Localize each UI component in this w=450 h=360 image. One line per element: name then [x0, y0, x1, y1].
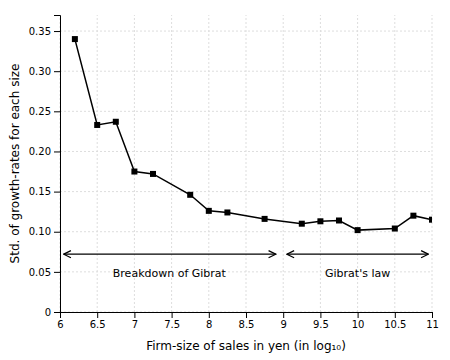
tick: 0.20 [29, 146, 60, 157]
tick-mark [320, 312, 321, 318]
tick-mark [432, 312, 433, 318]
grid-line-x [283, 15, 284, 312]
grid [60, 15, 432, 312]
tick-label: 6.5 [90, 319, 106, 330]
tick: 0.15 [29, 186, 60, 197]
tick: 9 [281, 312, 287, 330]
tick: 7 [132, 312, 138, 330]
line [75, 39, 432, 230]
tick-mark [246, 312, 247, 318]
tick-label: 11 [426, 319, 439, 330]
tick-label: 6 [57, 319, 63, 330]
tick-mark [54, 31, 60, 32]
tick-mark [54, 71, 60, 72]
point [94, 122, 100, 128]
chart: 6 6.5 7 7.5 8 8.5 9 9.5 10 10.5 11 0 0.05 0.10 0.15 0.2… [0, 0, 450, 360]
tick: 0.30 [29, 66, 60, 77]
point [299, 221, 305, 227]
point [224, 209, 230, 215]
point [429, 217, 432, 223]
tick: 10 [352, 312, 365, 330]
tick-mark [54, 111, 60, 112]
tick-label: 10.5 [384, 319, 406, 330]
annotation-arrow [287, 254, 428, 255]
plot-area [72, 36, 432, 233]
grid-line-y [60, 31, 432, 32]
tick: 6.5 [90, 312, 106, 330]
tick-label: 9 [281, 319, 287, 330]
tick-label: 0.25 [29, 106, 51, 117]
tick: 9.5 [313, 312, 329, 330]
tick: 10.5 [384, 312, 406, 330]
tick-mark [54, 151, 60, 152]
tick-mark [395, 312, 396, 318]
point [150, 171, 156, 177]
tick-label: 0.35 [29, 26, 51, 37]
tick-mark [134, 312, 135, 318]
point [262, 216, 268, 222]
tick-label: 0.30 [29, 66, 51, 77]
tick-mark [283, 312, 284, 318]
point [72, 36, 78, 42]
point [355, 227, 361, 233]
x-axis-title: Firm-size of sales in yen (in log₁₀) [146, 339, 346, 353]
axis-line [61, 313, 433, 319]
tick-label: 0.20 [29, 146, 51, 157]
annotation-label: Breakdown of Gibrat [113, 267, 227, 280]
point [317, 218, 323, 224]
tick-mark [97, 312, 98, 318]
grid-line-y [60, 151, 432, 152]
tick-mark [54, 232, 60, 233]
tick-mark [54, 312, 60, 313]
grid-line-x [432, 15, 433, 312]
tick: 7.5 [164, 312, 180, 330]
tick-label: 0.10 [29, 226, 51, 237]
grid-line-y [60, 71, 432, 72]
point [392, 226, 398, 232]
point [206, 208, 212, 214]
tick-label: 8 [206, 319, 212, 330]
annotations: Breakdown of Gibrat Gibrat's law [64, 254, 429, 280]
point [187, 192, 193, 198]
annotation-label: Gibrat's law [325, 267, 390, 280]
tick: 0.10 [29, 226, 60, 237]
point [336, 217, 342, 223]
tick: 0 [45, 307, 60, 318]
tick-label: 0 [45, 307, 51, 318]
tick-mark [358, 312, 359, 318]
tick-label: 0.15 [29, 186, 51, 197]
axis-line [54, 16, 61, 313]
point [410, 213, 416, 219]
point [131, 169, 137, 175]
tick: 11 [426, 312, 439, 330]
grid-line-y [60, 111, 432, 112]
tick-label: 7.5 [164, 319, 180, 330]
grid-line-x [394, 15, 395, 312]
tick-label: 10 [352, 319, 365, 330]
y-axis-title: Std. of growth-rates for each size [8, 64, 22, 264]
tick: 8.5 [239, 312, 255, 330]
tick: 6 [57, 312, 63, 330]
x-axis: 6 6.5 7 7.5 8 8.5 9 9.5 10 10.5 11 [57, 312, 439, 330]
tick-label: 8.5 [239, 319, 255, 330]
tick-mark [209, 312, 210, 318]
tick-label: 0.05 [29, 267, 51, 278]
tick-mark [54, 272, 60, 273]
point [113, 119, 119, 125]
tick: 0.25 [29, 106, 60, 117]
tick: 0.35 [29, 26, 60, 37]
tick-mark [54, 192, 60, 193]
grid-line-x [320, 15, 321, 312]
grid-line-x [246, 15, 247, 312]
tick: 0.05 [29, 267, 60, 278]
annotation-arrow [64, 254, 276, 255]
grid-line-y [60, 191, 432, 192]
y-axis: 0 0.05 0.10 0.15 0.20 0.25 0.30 0.35 [29, 16, 61, 318]
tick: 8 [206, 312, 212, 330]
tick-label: 7 [132, 319, 138, 330]
grid-line-x [97, 15, 98, 312]
tick-label: 9.5 [313, 319, 329, 330]
grid-line-y [60, 231, 432, 232]
tick-mark [172, 312, 173, 318]
